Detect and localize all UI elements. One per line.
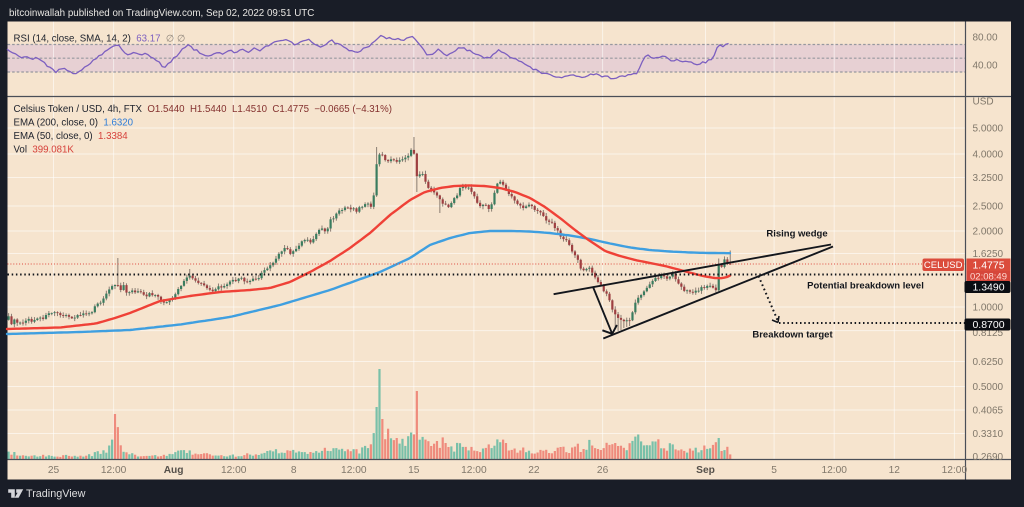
svg-text:12: 12 — [889, 465, 901, 476]
svg-text:12:00: 12:00 — [101, 465, 127, 476]
svg-text:USD: USD — [973, 97, 994, 108]
svg-text:0.5000: 0.5000 — [973, 382, 1004, 393]
svg-text:Celsius Token / USD, 4h, FTX: Celsius Token / USD, 4h, FTX O1.5440 H1.… — [14, 104, 392, 115]
svg-text:22: 22 — [528, 465, 540, 476]
svg-text:Aug: Aug — [164, 465, 184, 476]
svg-text:40.00: 40.00 — [973, 61, 998, 72]
svg-text:TradingView: TradingView — [26, 488, 86, 500]
svg-text:12:00: 12:00 — [221, 465, 247, 476]
svg-text:Potential breakdown level: Potential breakdown level — [807, 281, 924, 292]
svg-text:RSI (14, close, SMA, 14, 2) 6: RSI (14, close, SMA, 14, 2) 63.17 ∅ ∅ — [14, 34, 186, 45]
svg-text:4.0000: 4.0000 — [973, 150, 1004, 161]
svg-text:2.0000: 2.0000 — [973, 227, 1004, 238]
svg-text:Rising wedge: Rising wedge — [766, 229, 827, 240]
svg-text:EMA (50, close, 0) 1.3384: EMA (50, close, 0) 1.3384 — [14, 131, 129, 142]
svg-text:3.2500: 3.2500 — [973, 173, 1004, 184]
svg-text:12:00: 12:00 — [942, 465, 968, 476]
svg-text:0.3310: 0.3310 — [973, 429, 1004, 440]
svg-text:0.4065: 0.4065 — [973, 406, 1004, 417]
svg-text:1.0000: 1.0000 — [973, 303, 1004, 314]
svg-text:2.5000: 2.5000 — [973, 202, 1004, 213]
svg-text:5: 5 — [771, 465, 777, 476]
svg-text:0.8125: 0.8125 — [973, 328, 1004, 339]
svg-text:0.2690: 0.2690 — [973, 452, 1004, 463]
svg-text:1.6250: 1.6250 — [973, 249, 1004, 260]
svg-text:bitcoinwallah published on Tra: bitcoinwallah published on TradingView.c… — [9, 8, 314, 19]
svg-text:Sep: Sep — [696, 465, 715, 476]
svg-text:25: 25 — [48, 465, 60, 476]
svg-text:0.6250: 0.6250 — [973, 357, 1004, 368]
svg-text:0.8700: 0.8700 — [972, 319, 1004, 331]
svg-text:Vol 399.081K: Vol 399.081K — [14, 145, 75, 156]
svg-text:EMA (200, close, 0) 1.6320: EMA (200, close, 0) 1.6320 — [14, 118, 134, 129]
svg-text:8: 8 — [291, 465, 297, 476]
svg-text:5.0000: 5.0000 — [973, 124, 1004, 135]
svg-text:12:00: 12:00 — [821, 465, 847, 476]
svg-text:Breakdown target: Breakdown target — [752, 330, 833, 341]
svg-text:CELUSD: CELUSD — [924, 260, 963, 271]
svg-text:15: 15 — [408, 465, 420, 476]
svg-text:1.3490: 1.3490 — [972, 282, 1004, 294]
svg-text:1.4775: 1.4775 — [972, 259, 1004, 271]
svg-text:02:08:49: 02:08:49 — [970, 271, 1007, 282]
svg-text:12:00: 12:00 — [341, 465, 367, 476]
svg-text:26: 26 — [597, 465, 609, 476]
svg-text:80.00: 80.00 — [973, 33, 998, 44]
svg-text:12:00: 12:00 — [461, 465, 487, 476]
